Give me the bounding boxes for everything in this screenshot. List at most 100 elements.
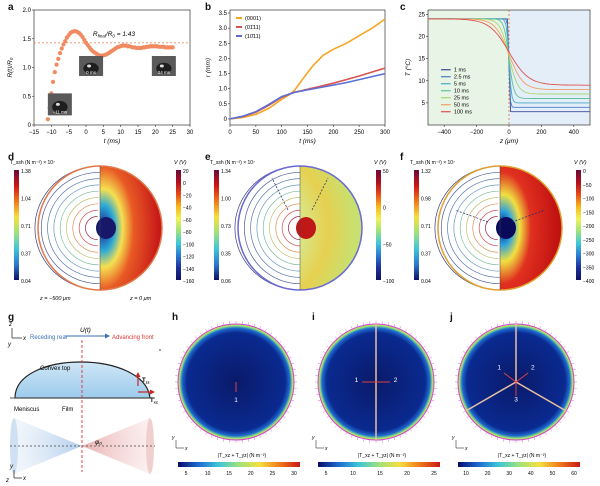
- y-tick-label: 0: [224, 117, 228, 123]
- edge-tick: [431, 362, 435, 365]
- contour-line: [269, 197, 301, 259]
- contour-line: [478, 209, 498, 247]
- edge-tick: [316, 393, 320, 395]
- edge-tick: [176, 369, 180, 371]
- meniscus-label: Meniscus: [14, 407, 39, 413]
- field: [100, 166, 162, 290]
- right-position-label: z = 0 μm: [129, 296, 152, 302]
- x-tick-label: 200: [536, 130, 547, 136]
- edge-tick: [426, 410, 429, 413]
- y-tick-label: 3.0: [219, 26, 228, 32]
- x-axis-label: t (ms): [104, 138, 121, 145]
- inset-highlight: [55, 102, 60, 106]
- contour-line: [78, 209, 98, 247]
- legend-label: 1 ms: [454, 68, 466, 74]
- edge-tick: [183, 351, 186, 354]
- edge-tick: [316, 369, 320, 371]
- colorbar-right-tick: −80: [183, 230, 192, 236]
- boundary-line: [465, 381, 517, 412]
- legend-label: 50 ms: [454, 103, 469, 109]
- edge-tick: [490, 326, 493, 330]
- colorbar-tick: 15: [377, 471, 383, 477]
- colorbar-right-tick: −150: [583, 210, 594, 216]
- annotation-part: R: [93, 31, 98, 38]
- edge-tick: [223, 322, 225, 326]
- arrowhead: [105, 333, 110, 339]
- colorbar-label: |T_xz + T_yz| (N m⁻²): [498, 453, 546, 459]
- edge-tick: [485, 329, 488, 332]
- edge-tick: [186, 345, 190, 349]
- x-tick-label: 10: [117, 130, 124, 136]
- x-tick-label: −400: [437, 130, 451, 136]
- edge-tick: [180, 356, 184, 359]
- colorbar-tick: 10: [350, 471, 356, 477]
- edge-tick: [393, 437, 396, 441]
- advancing-front-label: Advancing front: [112, 335, 154, 341]
- edge-tick: [470, 340, 474, 344]
- panel-label-b: b: [205, 2, 212, 13]
- dashed-line: [311, 177, 329, 211]
- edge-tick: [216, 437, 219, 441]
- contour-line: [485, 216, 498, 240]
- colorbar-tick: 30: [506, 471, 512, 477]
- arrow-marker: 3: [514, 397, 518, 404]
- edge-tick: [288, 405, 292, 408]
- dot: [159, 349, 161, 351]
- x-tick-label: 150: [302, 130, 313, 136]
- edge-tick: [291, 399, 295, 402]
- x-tick-label: −15: [29, 130, 40, 136]
- edge-tick: [190, 340, 194, 344]
- data-point: [63, 38, 68, 44]
- edge-tick: [457, 399, 461, 402]
- edge-tick: [288, 356, 292, 359]
- edge-tick: [463, 410, 466, 413]
- left-half: [38, 166, 100, 290]
- y-tick-label: 5: [422, 101, 426, 107]
- axis-y-label: y: [7, 342, 12, 348]
- edge-tick: [490, 434, 493, 438]
- colorbar-left-tick: 0.98: [421, 197, 431, 203]
- colorbar-left-tick: 0.71: [21, 224, 31, 230]
- edge-tick: [339, 428, 343, 432]
- edge-tick: [323, 410, 326, 413]
- colorbar-label: |T_xz + T_yz| (N m⁻²): [358, 453, 406, 459]
- colorbar-left: [214, 170, 219, 280]
- edge-tick: [264, 432, 267, 435]
- x-tick-label: −10: [46, 130, 57, 136]
- edge-tick: [432, 393, 436, 395]
- colorbar-right-tick: −50: [383, 242, 392, 248]
- simulation-f: T_ssh (N m⁻²) × 10⁷ 1.32 0.98 0.71 0.37 0.04 V…: [410, 160, 594, 291]
- contour-line: [85, 216, 98, 240]
- inset-highlight: [159, 64, 164, 68]
- y-tick-label: 2.5: [219, 41, 228, 47]
- panel-label-j: j: [450, 312, 453, 323]
- edge-tick: [387, 438, 389, 442]
- edge-tick: [503, 322, 505, 326]
- stress-map-h: 1 y x |T_xz + T_yz| (N m⁻²) 5 10 15 20 25 30: [171, 321, 300, 477]
- axis-label: y: [451, 435, 455, 441]
- contour-line: [447, 178, 500, 278]
- edge-tick: [414, 336, 418, 340]
- colorbar-left: [414, 170, 419, 280]
- edge-tick: [554, 424, 558, 428]
- axis-x-label-bottom: x: [22, 476, 27, 482]
- colorbar-left-tick: 1.32: [421, 169, 431, 175]
- y-tick-label: 0.5: [23, 94, 32, 100]
- edge-tick: [278, 420, 282, 424]
- edge-tick: [457, 362, 461, 365]
- edge-tick: [568, 356, 572, 359]
- x-tick-label: 15: [135, 130, 142, 136]
- receding-rear-label: Receding rear: [30, 335, 68, 341]
- colorbar-right-tick: −100: [583, 197, 594, 203]
- colorbar-left-tick: 0.37: [421, 252, 431, 258]
- colorbar-right-title: V (V): [174, 160, 187, 166]
- data-point: [54, 62, 59, 67]
- edge-tick: [180, 405, 184, 408]
- edge-tick: [466, 415, 470, 419]
- edge-tick: [356, 323, 359, 327]
- edge-tick: [292, 393, 296, 395]
- edge-tick: [571, 362, 575, 365]
- y-tick-label: 15: [418, 57, 425, 63]
- boundary-line: [515, 381, 567, 412]
- edge-tick: [345, 432, 348, 435]
